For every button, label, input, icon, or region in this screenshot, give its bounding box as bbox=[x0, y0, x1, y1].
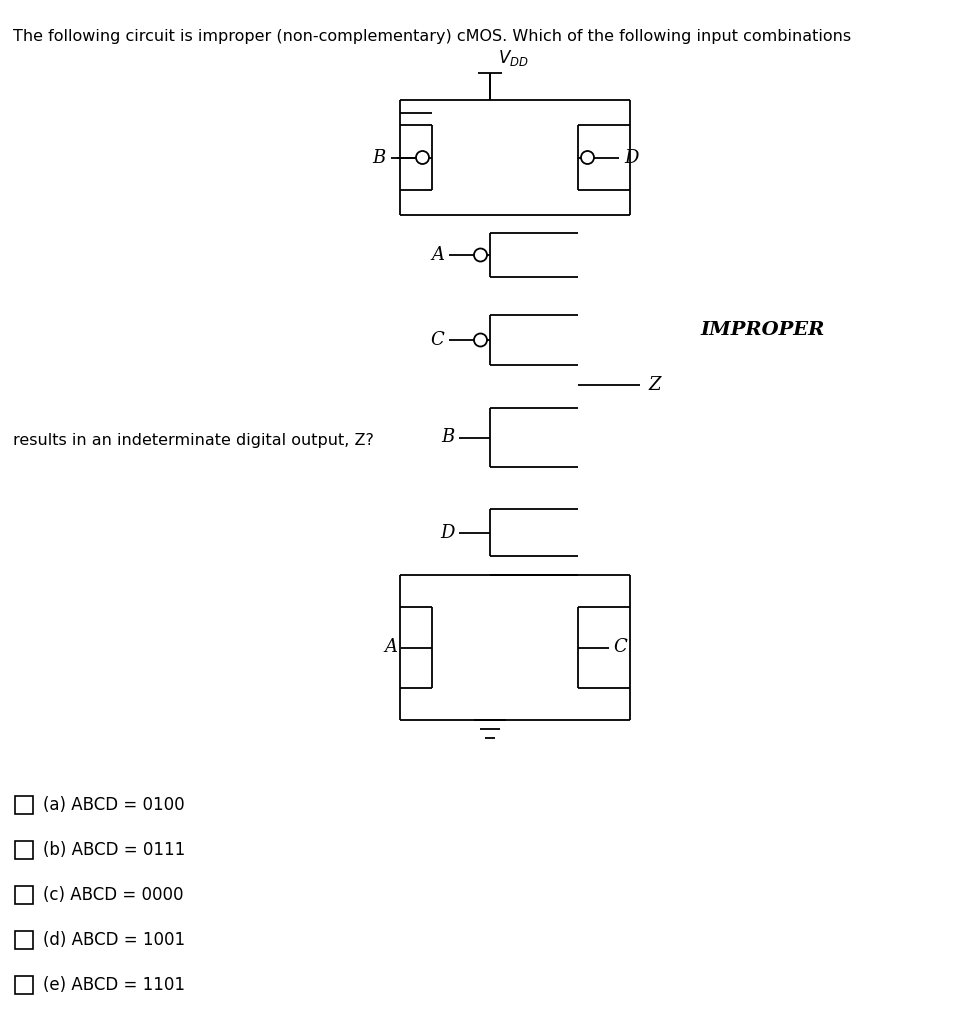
Bar bbox=[15, 886, 33, 904]
Text: results in an indeterminate digital output, Z?: results in an indeterminate digital outp… bbox=[13, 432, 374, 447]
Bar bbox=[15, 796, 33, 814]
Text: IMPROPER: IMPROPER bbox=[700, 321, 825, 339]
Text: D: D bbox=[441, 523, 455, 542]
Text: (e) ABCD = 1101: (e) ABCD = 1101 bbox=[43, 976, 185, 994]
Bar bbox=[15, 841, 33, 859]
Text: C: C bbox=[430, 331, 444, 349]
Text: C: C bbox=[613, 639, 627, 656]
Text: B: B bbox=[373, 148, 386, 167]
Text: B: B bbox=[442, 428, 455, 446]
Text: A: A bbox=[384, 639, 397, 656]
Bar bbox=[15, 931, 33, 949]
Text: D: D bbox=[624, 148, 638, 167]
Text: The following circuit is improper (non-complementary) cMOS. Which of the followi: The following circuit is improper (non-c… bbox=[13, 29, 851, 44]
Text: $V_{DD}$: $V_{DD}$ bbox=[498, 48, 529, 68]
Text: Z: Z bbox=[648, 376, 660, 394]
Text: A: A bbox=[431, 246, 444, 264]
Text: (b) ABCD = 0111: (b) ABCD = 0111 bbox=[43, 841, 185, 859]
Text: (c) ABCD = 0000: (c) ABCD = 0000 bbox=[43, 886, 184, 904]
Text: (a) ABCD = 0100: (a) ABCD = 0100 bbox=[43, 796, 185, 814]
Bar bbox=[15, 976, 33, 994]
Text: (d) ABCD = 1001: (d) ABCD = 1001 bbox=[43, 931, 185, 949]
